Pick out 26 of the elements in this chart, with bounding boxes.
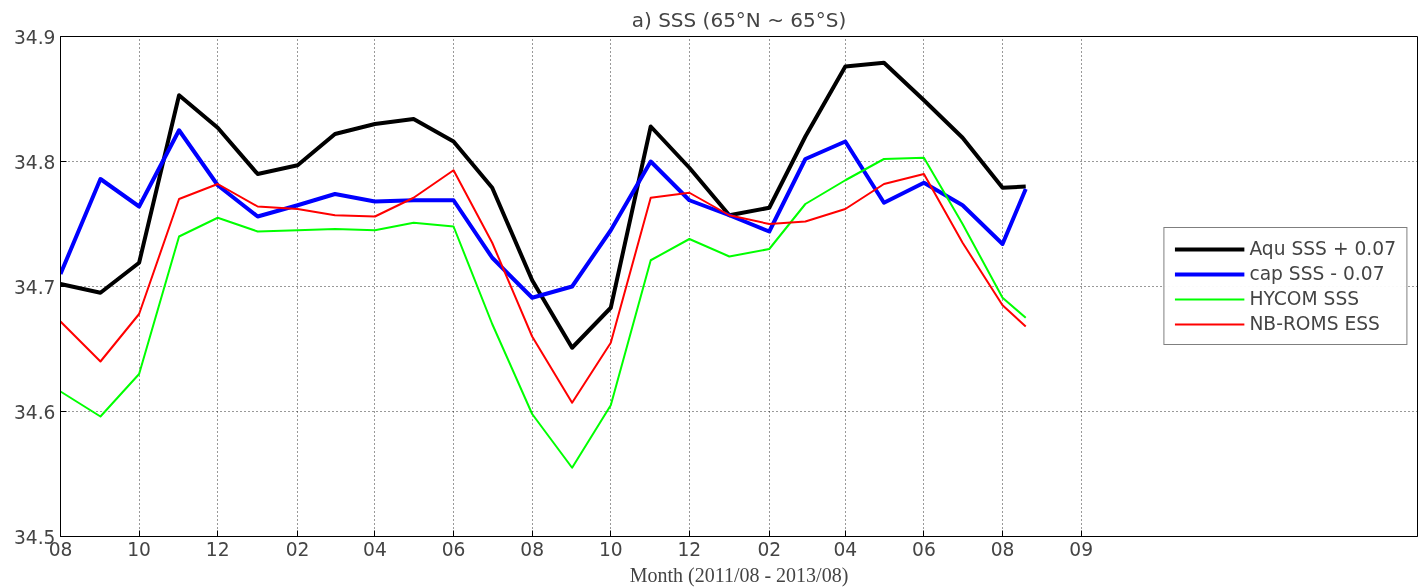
x-tick-label: 06 bbox=[912, 538, 936, 560]
x-tick-label: 02 bbox=[285, 538, 310, 560]
line-series bbox=[60, 128, 1028, 300]
legend-label: NB-ROMS ESS bbox=[1249, 313, 1380, 334]
y-tick-label: 34.8 bbox=[13, 151, 56, 173]
chart-title: a) SSS (65°N ~ 65°S) bbox=[631, 7, 847, 32]
y-tick-label: 34.9 bbox=[13, 26, 56, 48]
x-tick-label: 06 bbox=[441, 538, 466, 560]
line-series bbox=[60, 169, 1027, 404]
x-tick-label: 08 bbox=[990, 538, 1015, 560]
x-tick-label: 08 bbox=[520, 538, 545, 560]
legend-label: cap SSS - 0.07 bbox=[1249, 263, 1385, 284]
x-axis-title: Month (2011/08 - 2013/08) bbox=[629, 563, 849, 587]
x-tick-label: 12 bbox=[677, 538, 702, 560]
y-tick-label: 34.6 bbox=[13, 401, 56, 423]
x-tick-label: 10 bbox=[127, 538, 151, 560]
line-series bbox=[60, 156, 1027, 469]
x-tick-label: 10 bbox=[598, 538, 623, 560]
legend-label: HYCOM SSS bbox=[1249, 288, 1360, 309]
x-tick-label: 04 bbox=[363, 538, 387, 560]
x-tick-label: 09 bbox=[1069, 538, 1094, 560]
legend-label: Aqu SSS + 0.07 bbox=[1249, 238, 1396, 259]
x-tick-label: 12 bbox=[205, 538, 230, 560]
y-tick-label: 34.7 bbox=[13, 276, 56, 298]
x-tick-label: 04 bbox=[833, 538, 858, 560]
x-tick-label: 02 bbox=[757, 538, 782, 560]
